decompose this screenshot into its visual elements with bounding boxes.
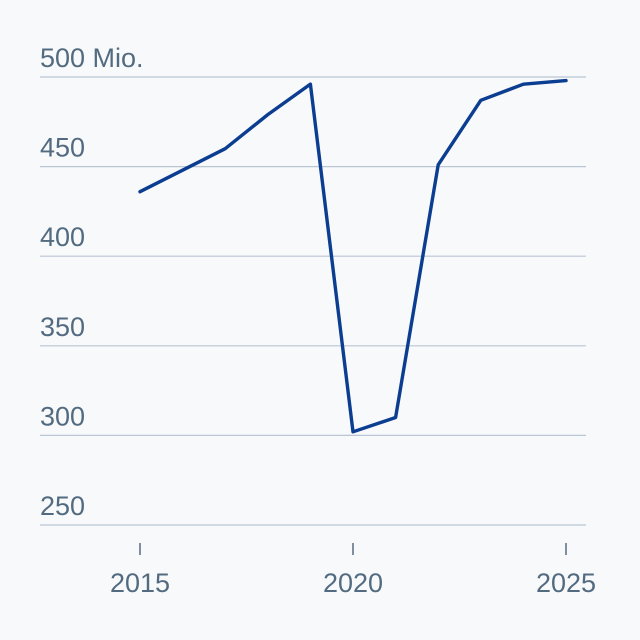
x-tick-label-2015: 2015 xyxy=(110,568,170,598)
data-point-2019 xyxy=(308,82,312,86)
series-layer xyxy=(138,78,568,434)
data-point-2021 xyxy=(394,415,398,419)
y-tick-label-450: 450 xyxy=(40,133,85,163)
y-tick-label-350: 350 xyxy=(40,312,85,342)
data-point-2024 xyxy=(521,82,525,86)
y-axis-tick-labels: 250 300 350 400 450 500 Mio. xyxy=(40,43,144,521)
y-tick-label-500: 500 Mio. xyxy=(40,43,144,73)
x-tick-label-2020: 2020 xyxy=(323,568,383,598)
data-point-2016 xyxy=(181,168,185,172)
y-tick-label-400: 400 xyxy=(40,222,85,252)
grid-lines xyxy=(40,76,586,526)
data-point-2025 xyxy=(564,79,568,83)
data-point-2018 xyxy=(266,113,270,117)
y-tick-label-250: 250 xyxy=(40,491,85,521)
data-point-2017 xyxy=(223,147,227,151)
data-point-2020 xyxy=(351,430,355,434)
data-point-2023 xyxy=(479,98,483,102)
x-tick-label-2025: 2025 xyxy=(536,568,596,598)
data-point-2022 xyxy=(436,163,440,167)
x-axis: 2015 2020 2025 xyxy=(110,543,596,598)
series-line-0 xyxy=(138,78,568,434)
y-tick-label-300: 300 xyxy=(40,401,85,431)
data-point-2015 xyxy=(138,190,142,194)
